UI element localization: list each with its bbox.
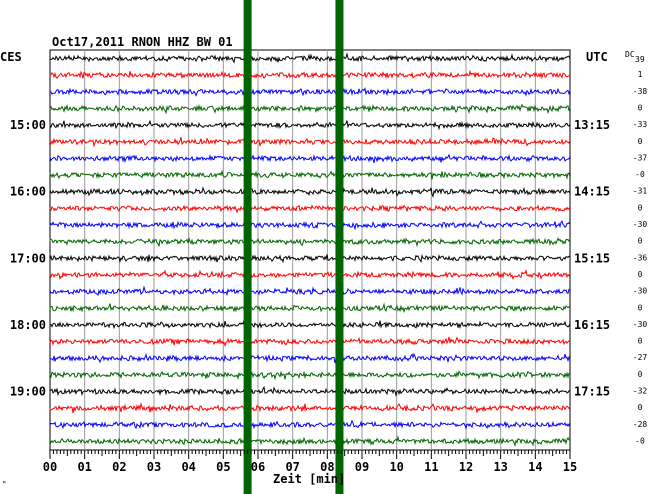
left-hour-label-4: 18:00 <box>10 318 46 332</box>
trace-6 <box>49 136 571 148</box>
trace-3 <box>49 87 571 97</box>
trace-24 <box>49 435 571 448</box>
trace-16 <box>49 302 571 314</box>
offset-label-15: 0 <box>638 303 643 312</box>
trace-2 <box>49 69 571 80</box>
trace-10 <box>49 204 571 214</box>
left-hour-label-1: 15:00 <box>10 118 46 132</box>
offset-label-21: 0 <box>638 403 643 412</box>
right-hour-label-1: 13:15 <box>574 118 610 132</box>
trace-15 <box>49 285 571 297</box>
x-tick-label-09: 09 <box>355 460 369 474</box>
offset-label-6: -37 <box>633 153 648 162</box>
right-hour-labels: 13:15 14:15 15:15 16:15 17:15 <box>574 118 610 398</box>
trace-group <box>49 52 571 448</box>
offset-label-17: 0 <box>638 337 643 346</box>
event-marker-2 <box>335 0 344 494</box>
offset-label-20: -32 <box>633 387 648 396</box>
left-hour-label-2: 16:00 <box>10 185 46 199</box>
left-hour-labels: 15:00 16:00 17:00 18:00 19:00 <box>10 118 46 398</box>
x-tick-label-00: 00 <box>43 460 57 474</box>
offset-label-16: -30 <box>633 320 648 329</box>
right-hour-label-4: 16:15 <box>574 318 610 332</box>
trace-14 <box>49 269 571 281</box>
trace-11 <box>49 220 571 231</box>
offset-label-22: -28 <box>633 420 648 429</box>
offset-label-7: -0 <box>635 170 645 179</box>
right-hour-label-3: 15:15 <box>574 251 610 265</box>
offset-label-4: -33 <box>633 120 648 129</box>
x-tick-label-11: 11 <box>424 460 438 474</box>
offset-labels: 1 -38 0 -33 0 -37 -0 -31 0 -30 0 -36 0 -30 0 -30 0 -27 0 -3… <box>633 70 648 445</box>
trace-21 <box>49 385 571 398</box>
trace-12 <box>49 236 571 248</box>
offset-label-9: 0 <box>638 203 643 212</box>
offset-label-3: 0 <box>638 103 643 112</box>
x-tick-label-10: 10 <box>389 460 403 474</box>
trace-9 <box>49 186 571 198</box>
x-tick-label-07: 07 <box>285 460 299 474</box>
right-hour-label-2: 14:15 <box>574 185 610 199</box>
x-tick-label-08: 08 <box>320 460 334 474</box>
x-tick-label-14: 14 <box>528 460 542 474</box>
trace-23 <box>49 419 571 431</box>
left-hour-label-5: 19:00 <box>10 385 46 399</box>
left-header-ces: CES <box>0 50 22 64</box>
trace-17 <box>49 320 571 330</box>
trace-18 <box>49 336 571 348</box>
trace-22 <box>49 402 571 414</box>
trace-19 <box>49 352 571 364</box>
offset-label-8: -31 <box>633 187 648 196</box>
trace-20 <box>49 370 570 381</box>
trace-1 <box>49 52 571 65</box>
offset-label-1: 1 <box>638 70 643 79</box>
x-tick-label-15: 15 <box>563 460 577 474</box>
offset-label-19: 0 <box>638 370 643 379</box>
footer-mark: ᴹ <box>2 480 6 488</box>
offset-label-5: 0 <box>638 137 643 146</box>
x-tick-label-01: 01 <box>77 460 91 474</box>
x-axis: 00 01 02 03 04 05 06 07 08 09 10 11 12 13 14 15 <box>43 450 577 474</box>
event-marker-1 <box>243 0 252 494</box>
offset-label-10: -30 <box>633 220 648 229</box>
left-hour-label-3: 17:00 <box>10 251 46 265</box>
offset-label-12: -36 <box>633 253 648 262</box>
chart-title: Oct17,2011 RNON HHZ BW 01 <box>52 35 233 49</box>
offset-label-13: 0 <box>638 270 643 279</box>
trace-13 <box>49 253 571 264</box>
x-axis-label: Zeit [min] <box>273 472 345 486</box>
offset-label-14: -30 <box>633 287 648 296</box>
vertical-gridlines <box>84 50 536 450</box>
x-tick-label-03: 03 <box>147 460 161 474</box>
offset-header-value: 39 <box>635 55 645 64</box>
right-header-utc: UTC <box>586 50 608 64</box>
x-tick-label-05: 05 <box>216 460 230 474</box>
right-hour-label-5: 17:15 <box>574 385 610 399</box>
trace-5 <box>49 119 571 131</box>
x-tick-label-02: 02 <box>112 460 126 474</box>
offset-label-23: -0 <box>635 436 645 445</box>
x-tick-label-12: 12 <box>459 460 473 474</box>
offset-label-18: -27 <box>633 353 648 362</box>
trace-8 <box>49 169 571 180</box>
x-tick-label-13: 13 <box>493 460 507 474</box>
offset-header-dc: DC <box>625 50 635 59</box>
x-tick-label-06: 06 <box>251 460 265 474</box>
x-tick-label-04: 04 <box>181 460 195 474</box>
trace-7 <box>49 153 571 164</box>
event-markers <box>243 0 344 494</box>
trace-4 <box>49 103 571 115</box>
offset-label-2: -38 <box>633 87 648 96</box>
offset-label-11: 0 <box>638 237 643 246</box>
